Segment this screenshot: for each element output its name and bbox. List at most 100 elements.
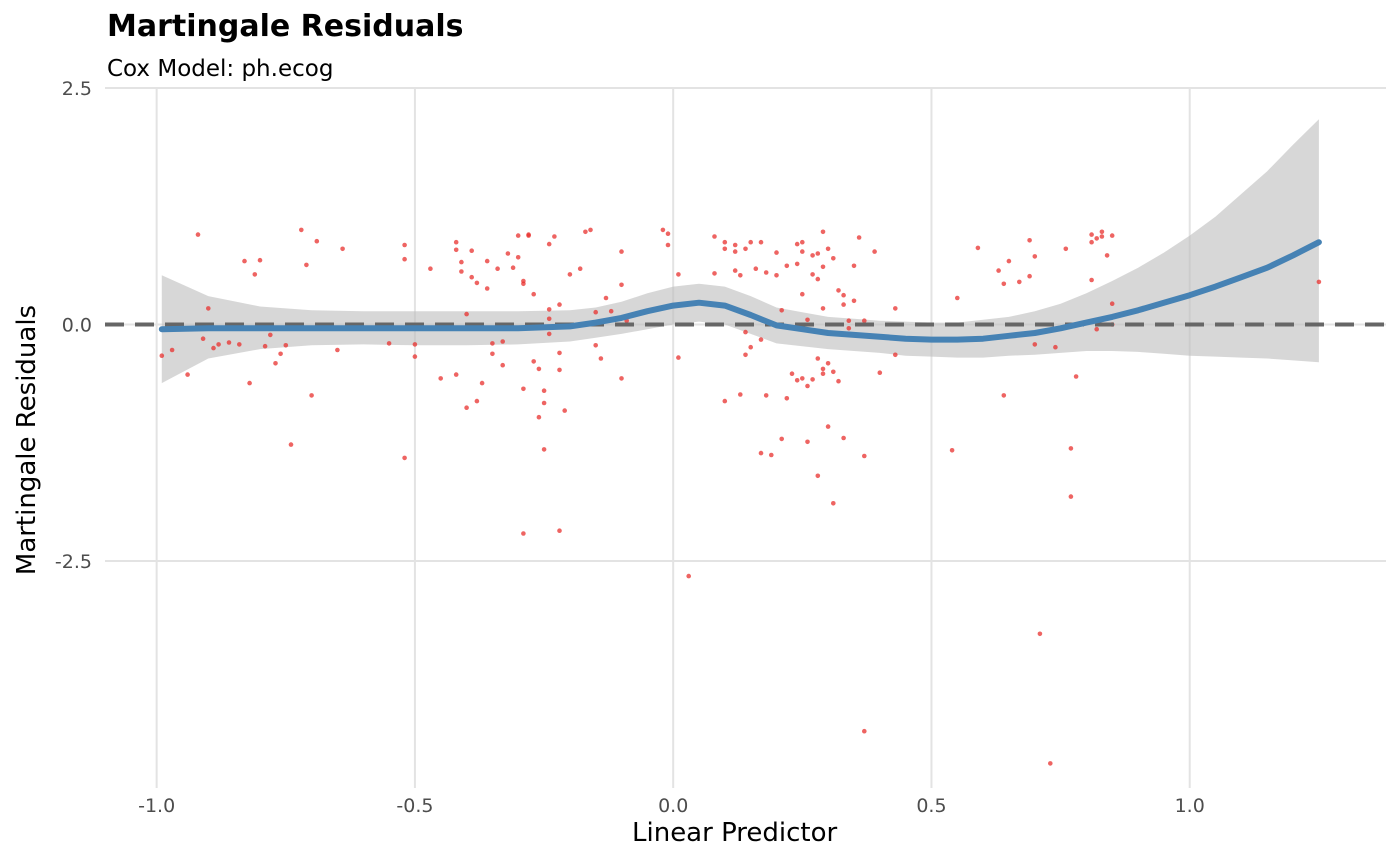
residual-point xyxy=(996,268,1001,273)
residual-point xyxy=(252,272,258,277)
residual-point xyxy=(593,343,598,348)
residual-point xyxy=(815,473,821,479)
residual-point xyxy=(598,356,604,361)
residual-point xyxy=(531,291,536,297)
residual-point xyxy=(1316,279,1322,285)
residual-point xyxy=(335,347,340,353)
x-tick-label: -0.5 xyxy=(396,795,433,817)
residual-point xyxy=(862,728,867,734)
residual-point xyxy=(1027,273,1032,279)
residual-point xyxy=(428,266,433,272)
residual-point xyxy=(862,318,867,324)
residual-point xyxy=(257,257,263,263)
residual-point xyxy=(438,376,444,381)
residual-point xyxy=(784,396,790,401)
residual-point xyxy=(949,448,955,453)
residual-point xyxy=(536,366,542,372)
residual-point xyxy=(490,351,495,357)
residual-point xyxy=(453,372,459,377)
residual-point xyxy=(825,246,831,252)
residual-point xyxy=(1053,344,1058,350)
residual-point xyxy=(877,370,883,376)
residual-point xyxy=(521,386,526,392)
residual-point xyxy=(226,340,232,345)
residual-point xyxy=(211,345,216,351)
residual-point xyxy=(794,378,800,383)
y-tick-label: 0.0 xyxy=(62,314,92,336)
residual-point xyxy=(851,298,857,304)
x-tick-label: 0.5 xyxy=(916,795,946,817)
residual-point xyxy=(856,235,862,240)
residual-point xyxy=(169,347,175,353)
residual-point xyxy=(577,266,583,272)
residual-point xyxy=(743,329,748,335)
x-axis-label: Linear Predictor xyxy=(632,818,838,848)
residual-point xyxy=(453,239,459,245)
residual-point xyxy=(1032,254,1038,259)
residual-point xyxy=(412,342,418,347)
residual-point xyxy=(1017,279,1022,285)
residual-point xyxy=(841,302,846,307)
residual-point xyxy=(1109,301,1115,307)
residual-point xyxy=(299,227,304,233)
residual-point xyxy=(304,262,309,268)
residual-point xyxy=(800,291,805,297)
residual-point xyxy=(495,266,500,272)
residual-point xyxy=(1006,258,1012,264)
residual-point xyxy=(732,268,738,273)
x-tick-label: -1.0 xyxy=(138,795,175,817)
residual-point xyxy=(758,239,764,245)
residual-point xyxy=(541,447,547,452)
residual-point xyxy=(1068,494,1074,499)
residual-point xyxy=(665,231,671,236)
residual-point xyxy=(479,380,485,386)
residual-point xyxy=(722,239,728,245)
residual-point xyxy=(1001,393,1007,398)
residual-point xyxy=(975,245,981,251)
residual-point xyxy=(505,251,511,256)
residual-point xyxy=(268,332,273,338)
residual-point xyxy=(464,405,469,411)
residual-point xyxy=(619,282,624,288)
residual-point xyxy=(851,263,857,269)
residual-point xyxy=(805,383,810,389)
residual-point xyxy=(216,342,221,347)
residual-point xyxy=(490,341,495,346)
residual-point xyxy=(309,393,314,398)
residual-point xyxy=(273,361,278,366)
residual-point xyxy=(763,270,769,275)
residual-point xyxy=(521,531,526,536)
residual-point xyxy=(541,388,547,394)
residual-point xyxy=(283,343,289,348)
residual-point xyxy=(1094,326,1099,332)
residual-point xyxy=(159,353,165,359)
residual-point xyxy=(722,398,728,404)
chart-subtitle: Cox Model: ph.ecog xyxy=(107,56,334,82)
x-tick-label: 1.0 xyxy=(1175,795,1205,817)
residual-point xyxy=(779,308,784,313)
residual-point xyxy=(536,414,542,420)
residual-point xyxy=(567,272,573,277)
residual-point xyxy=(288,442,294,447)
residual-point xyxy=(743,352,748,358)
residual-point xyxy=(195,232,201,237)
residual-point xyxy=(474,398,480,404)
residual-point xyxy=(546,241,552,247)
residual-point xyxy=(619,376,624,381)
residual-point xyxy=(619,249,624,254)
residual-point xyxy=(676,272,681,277)
residual-point xyxy=(825,424,831,429)
residual-point xyxy=(459,269,464,274)
residual-point xyxy=(831,255,836,261)
residual-point xyxy=(402,242,407,248)
residual-point xyxy=(660,227,666,233)
residual-point xyxy=(789,371,795,377)
residual-point xyxy=(862,453,867,459)
residual-point xyxy=(557,528,562,533)
residual-point xyxy=(340,246,345,252)
residual-point xyxy=(676,355,681,360)
residual-point xyxy=(200,336,206,342)
residual-point xyxy=(206,306,211,311)
